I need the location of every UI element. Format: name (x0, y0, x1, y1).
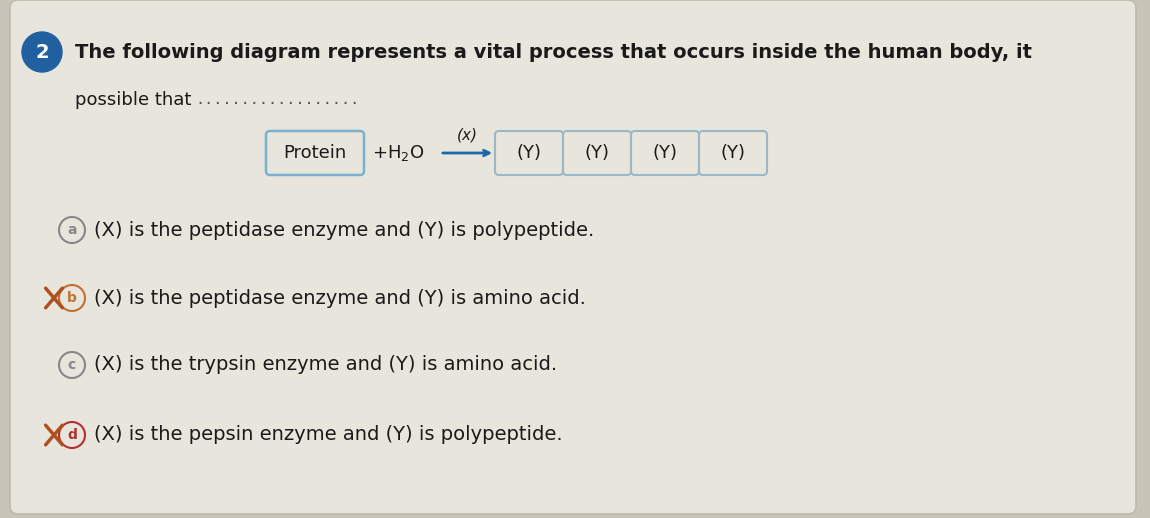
Text: (Y): (Y) (721, 144, 745, 162)
Text: (X) is the peptidase enzyme and (Y) is amino acid.: (X) is the peptidase enzyme and (Y) is a… (94, 289, 585, 308)
Text: possible that: possible that (75, 91, 197, 109)
FancyBboxPatch shape (266, 131, 365, 175)
Text: b: b (67, 291, 77, 305)
FancyBboxPatch shape (631, 131, 699, 175)
FancyBboxPatch shape (494, 131, 564, 175)
FancyBboxPatch shape (10, 0, 1136, 514)
Text: 2: 2 (36, 42, 48, 62)
Circle shape (22, 32, 62, 72)
Text: The following diagram represents a vital process that occurs inside the human bo: The following diagram represents a vital… (75, 42, 1032, 62)
Text: (x): (x) (457, 127, 478, 142)
Text: (Y): (Y) (584, 144, 610, 162)
Text: (Y): (Y) (516, 144, 542, 162)
Text: (X) is the pepsin enzyme and (Y) is polypeptide.: (X) is the pepsin enzyme and (Y) is poly… (94, 425, 562, 444)
FancyBboxPatch shape (564, 131, 631, 175)
Text: a: a (67, 223, 77, 237)
Text: (X) is the trypsin enzyme and (Y) is amino acid.: (X) is the trypsin enzyme and (Y) is ami… (94, 355, 557, 375)
Text: d: d (67, 428, 77, 442)
Text: c: c (68, 358, 76, 372)
Text: Protein: Protein (283, 144, 346, 162)
Text: (X) is the peptidase enzyme and (Y) is polypeptide.: (X) is the peptidase enzyme and (Y) is p… (94, 221, 595, 239)
Text: $+ \mathregular{H_2O}$: $+ \mathregular{H_2O}$ (371, 143, 424, 163)
Text: (Y): (Y) (652, 144, 677, 162)
Text: ..................: .................. (196, 93, 359, 108)
FancyBboxPatch shape (699, 131, 767, 175)
